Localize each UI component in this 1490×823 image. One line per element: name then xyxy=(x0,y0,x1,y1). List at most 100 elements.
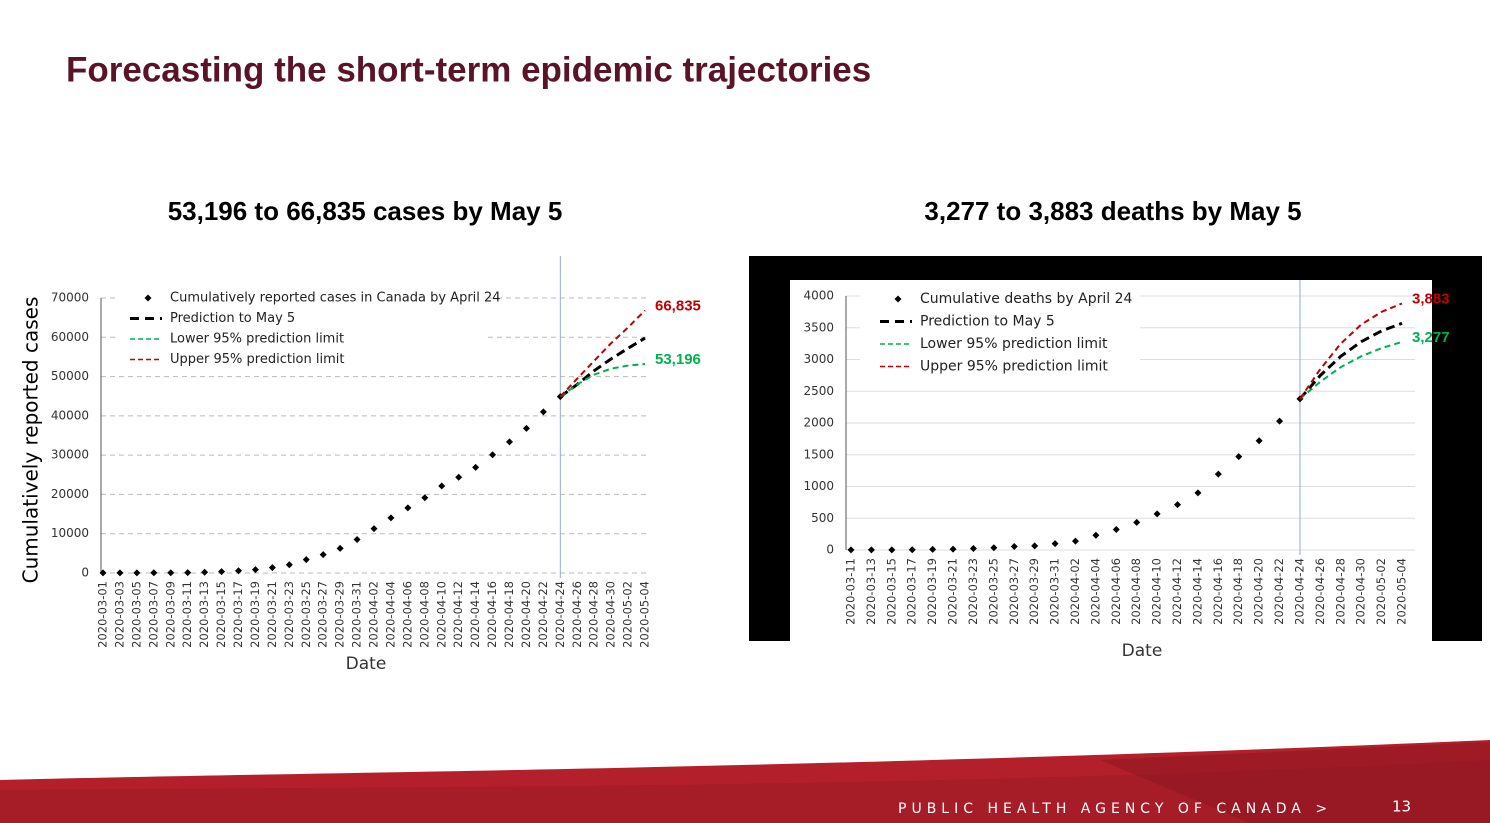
y-tick-label: 3000 xyxy=(803,352,834,366)
data-point xyxy=(116,569,124,577)
x-tick-label: 2020-04-16 xyxy=(485,581,499,648)
data-point xyxy=(251,566,259,574)
x-tick-label: 2020-04-16 xyxy=(1211,558,1225,625)
x-tick-label: 2020-05-02 xyxy=(621,581,635,648)
legend-label: Cumulatively reported cases in Canada by… xyxy=(170,291,501,306)
data-point xyxy=(167,569,175,577)
y-tick-label: 1000 xyxy=(803,479,834,493)
legend-label: Upper 95% prediction limit xyxy=(170,352,344,367)
series-line xyxy=(1299,340,1403,400)
y-tick-label: 60000 xyxy=(51,330,89,344)
x-tick-label: 2020-03-19 xyxy=(925,558,939,625)
x-tick-label: 2020-05-04 xyxy=(638,581,652,648)
x-tick-label: 2020-04-04 xyxy=(1088,558,1102,625)
x-axis-label: Date xyxy=(346,654,387,674)
x-tick-label: 2020-04-06 xyxy=(400,581,414,648)
x-tick-label: 2020-03-29 xyxy=(333,581,347,648)
data-point xyxy=(1255,437,1263,445)
x-tick-label: 2020-05-02 xyxy=(1374,558,1388,625)
legend-marker xyxy=(144,294,152,302)
x-tick-label: 2020-04-20 xyxy=(1252,558,1266,625)
x-tick-label: 2020-03-29 xyxy=(1027,558,1041,625)
footer-shade xyxy=(1100,742,1490,823)
x-tick-label: 2020-03-23 xyxy=(966,558,980,625)
data-point xyxy=(990,544,998,552)
x-tick-label: 2020-03-27 xyxy=(316,581,330,648)
x-tick-label: 2020-04-26 xyxy=(570,581,584,648)
x-tick-label: 2020-05-04 xyxy=(1395,558,1409,625)
x-tick-label: 2020-04-24 xyxy=(553,581,567,648)
x-tick-label: 2020-03-23 xyxy=(282,581,296,648)
x-tick-label: 2020-03-05 xyxy=(129,581,143,648)
x-tick-label: 2020-03-03 xyxy=(112,581,126,648)
x-tick-label: 2020-04-04 xyxy=(383,581,397,648)
data-point xyxy=(1051,540,1059,548)
chart-title: 53,196 to 66,835 cases by May 5 xyxy=(168,196,563,226)
y-tick-label: 0 xyxy=(81,566,89,580)
x-tick-label: 2020-03-25 xyxy=(299,581,313,648)
end-label: 3,277 xyxy=(1412,329,1450,346)
data-point xyxy=(1071,537,1079,545)
x-tick-label: 2020-04-12 xyxy=(1170,558,1184,625)
x-tick-label: 2020-03-21 xyxy=(265,581,279,648)
end-label: 3,883 xyxy=(1412,290,1450,307)
slide-title: Forecasting the short-term epidemic traj… xyxy=(66,50,871,89)
data-point xyxy=(336,544,344,552)
data-point xyxy=(969,544,977,552)
x-tick-label: 2020-04-10 xyxy=(1150,558,1164,625)
data-point xyxy=(218,568,226,576)
page-number: 13 xyxy=(1392,798,1411,816)
data-point xyxy=(201,568,209,576)
y-tick-label: 30000 xyxy=(51,448,89,462)
x-tick-label: 2020-03-17 xyxy=(905,558,919,625)
x-tick-label: 2020-03-19 xyxy=(248,581,262,648)
x-tick-label: 2020-03-01 xyxy=(96,581,110,648)
y-tick-label: 10000 xyxy=(51,526,89,540)
x-tick-label: 2020-03-11 xyxy=(180,581,194,648)
x-tick-label: 2020-04-26 xyxy=(1313,558,1327,625)
data-point xyxy=(867,546,875,554)
legend-label: Lower 95% prediction limit xyxy=(920,336,1108,352)
y-axis-label: Cumulatively reported cases xyxy=(19,297,43,584)
x-tick-label: 2020-04-08 xyxy=(1129,558,1143,625)
x-tick-label: 2020-04-18 xyxy=(1231,558,1245,625)
x-tick-label: 2020-03-13 xyxy=(197,581,211,648)
x-tick-label: 2020-04-20 xyxy=(519,581,533,648)
x-tick-label: 2020-03-25 xyxy=(986,558,1000,625)
y-tick-label: 3500 xyxy=(803,320,834,334)
data-point xyxy=(455,473,463,481)
footer-shade xyxy=(0,760,1490,823)
x-tick-label: 2020-04-28 xyxy=(587,581,601,648)
x-tick-label: 2020-03-31 xyxy=(1048,558,1062,625)
data-point xyxy=(184,569,192,577)
data-point xyxy=(387,514,395,522)
data-point xyxy=(421,494,429,502)
y-tick-label: 70000 xyxy=(51,291,89,305)
end-label: 53,196 xyxy=(655,351,701,368)
data-point xyxy=(489,451,497,459)
x-tick-label: 2020-04-22 xyxy=(536,581,550,648)
legend-label: Prediction to May 5 xyxy=(170,311,295,326)
legend-background xyxy=(860,288,1140,378)
x-tick-label: 2020-03-15 xyxy=(214,581,228,648)
x-tick-label: 2020-03-13 xyxy=(864,558,878,625)
y-tick-label: 40000 xyxy=(51,408,89,422)
data-point xyxy=(1112,525,1120,533)
data-point xyxy=(908,546,916,554)
data-point xyxy=(302,556,310,564)
data-point xyxy=(1194,489,1202,497)
data-point xyxy=(268,564,276,572)
data-point xyxy=(285,561,293,569)
data-point xyxy=(472,463,480,471)
x-tick-label: 2020-04-02 xyxy=(1068,558,1082,625)
data-point xyxy=(404,504,412,512)
data-point xyxy=(1031,542,1039,550)
x-tick-label: 2020-04-12 xyxy=(451,581,465,648)
data-point xyxy=(1133,518,1141,526)
y-tick-label: 50000 xyxy=(51,369,89,383)
x-tick-label: 2020-03-15 xyxy=(884,558,898,625)
data-point xyxy=(1153,510,1161,518)
data-point xyxy=(319,551,327,559)
data-point xyxy=(929,545,937,553)
x-tick-label: 2020-03-17 xyxy=(231,581,245,648)
